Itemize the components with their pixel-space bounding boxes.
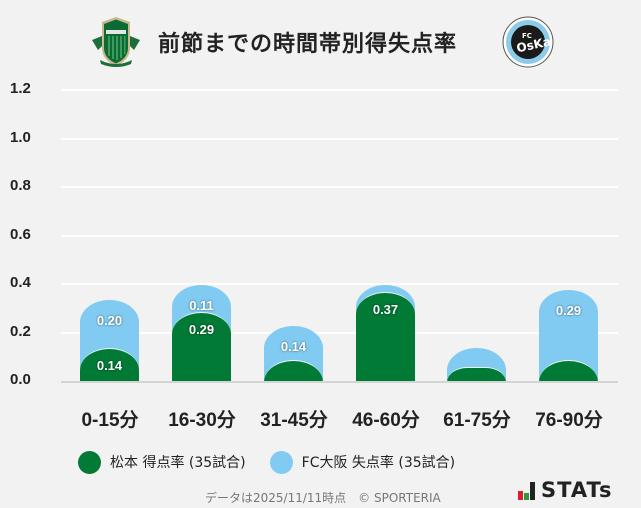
chart-header: 前節までの時間帯別得失点率 FC OsKa xyxy=(0,12,641,72)
gridline xyxy=(61,332,618,334)
stats-brand-logo: STATs xyxy=(518,478,613,502)
chart-plot-area: 1.2 1.0 0.8 0.6 0.4 0.2 0.0 0.20 0.14 0.11… xyxy=(10,80,618,388)
x-tick-label: 16-30分 xyxy=(168,410,236,431)
y-tick-label: 0.2 xyxy=(10,323,31,340)
x-tick-label: 61-75分 xyxy=(443,410,511,431)
gridline xyxy=(61,89,618,91)
bar-segment-home-scored xyxy=(356,292,415,382)
bar-value-label-away: 0.14 xyxy=(280,339,307,355)
chart-title: 前節までの時間帯別得失点率 xyxy=(158,32,458,57)
y-tick-label: 1.0 xyxy=(10,129,31,146)
brand-name: STATs xyxy=(541,478,613,502)
stacked-bar: 0.20 0.14 xyxy=(80,299,139,382)
x-axis-line xyxy=(61,381,618,383)
bar-value-label-away: 0.11 xyxy=(189,298,214,313)
bar-value-label-home: 0.37 xyxy=(372,302,399,318)
x-tick-label: 46-60分 xyxy=(352,410,420,431)
matsumoto-crest-icon xyxy=(92,17,140,67)
fc-osaka-emblem-icon: FC OsKa xyxy=(502,16,554,68)
x-tick-label: 76-90分 xyxy=(535,410,603,431)
svg-text:FC: FC xyxy=(522,32,532,40)
gridline xyxy=(61,235,618,237)
bar-value-label-home: 0.14 xyxy=(96,358,123,374)
bar-segment-home-scored xyxy=(264,360,323,382)
legend-label: FC大阪 失点率 (35試合) xyxy=(301,455,456,471)
stacked-bar: 0.37 xyxy=(356,285,415,382)
stacked-bar: 0.11 0.29 xyxy=(172,285,231,382)
gridline xyxy=(61,186,618,188)
bar-segment-home-scored xyxy=(172,311,231,382)
gridline xyxy=(61,283,618,285)
data-source-note: データは2025/11/11時点 © SPORTERIA xyxy=(205,491,441,505)
y-tick-label: 0.8 xyxy=(10,177,31,194)
stacked-bar: 0.14 xyxy=(264,326,323,382)
stacked-bar: 0.29 xyxy=(539,289,598,382)
gridline xyxy=(61,138,618,140)
y-tick-label: 0.6 xyxy=(10,226,31,243)
bar-segment-home-scored xyxy=(539,360,598,382)
bar-value-label-away: 0.29 xyxy=(555,302,582,318)
stacked-bar xyxy=(447,348,506,382)
y-tick-label: 0.4 xyxy=(10,274,31,291)
bar-value-label-away: 0.20 xyxy=(96,312,123,328)
legend-item-away[interactable]: FC大阪 失点率 (35試合) xyxy=(269,450,456,474)
bar-segment-home-scored xyxy=(447,367,506,382)
chart-legend: 松本 得点率 (35試合) FC大阪 失点率 (35試合) xyxy=(78,449,479,475)
legend-dot-icon xyxy=(78,450,101,474)
bar-value-label-home: 0.29 xyxy=(188,321,215,337)
bar-chart-icon xyxy=(518,480,536,500)
y-tick-label: 0.0 xyxy=(10,371,31,388)
x-tick-label: 0-15分 xyxy=(81,410,139,431)
bar-segment-home-scored xyxy=(80,348,139,382)
legend-item-home[interactable]: 松本 得点率 (35試合) xyxy=(78,450,246,474)
y-tick-label: 1.2 xyxy=(10,80,31,97)
legend-dot-icon xyxy=(269,450,293,474)
legend-label: 松本 得点率 (35試合) xyxy=(110,455,246,471)
x-tick-label: 31-45分 xyxy=(260,410,328,431)
